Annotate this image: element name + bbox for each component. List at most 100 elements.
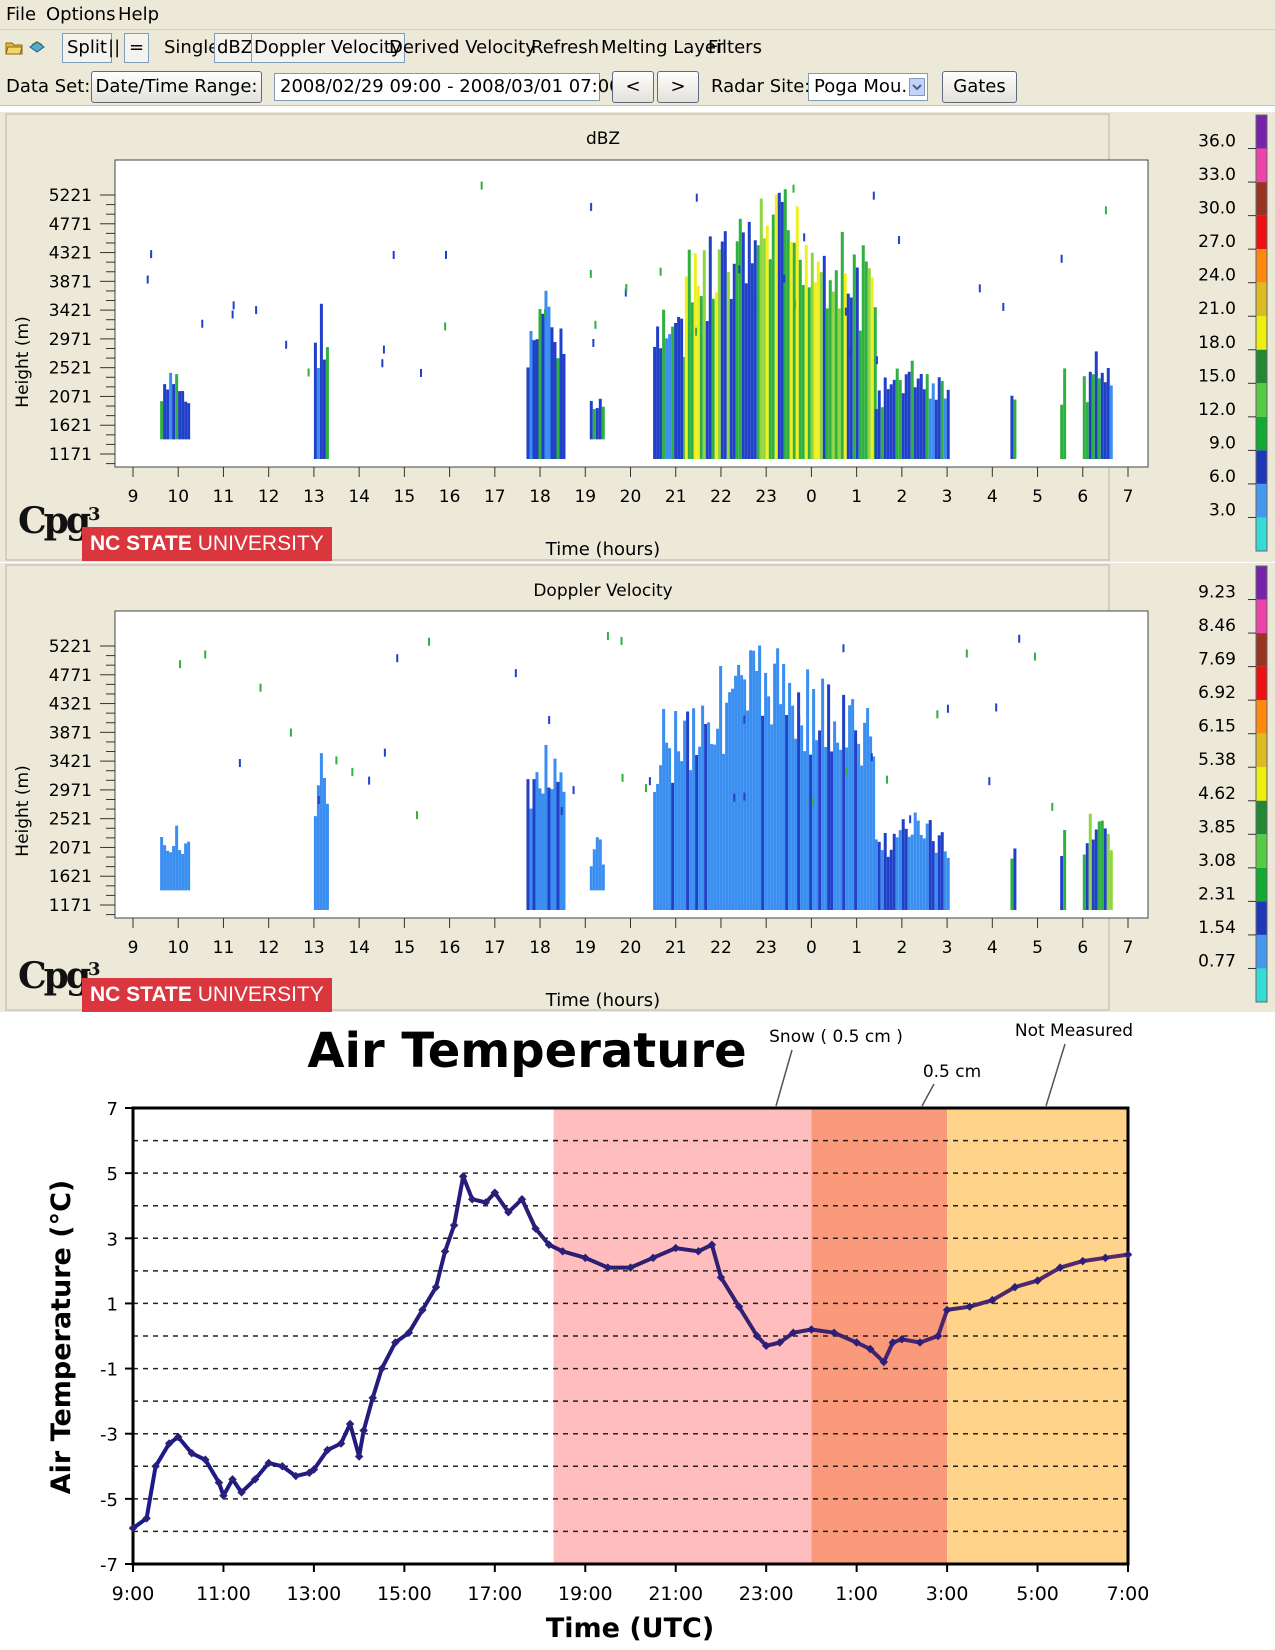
echo-column bbox=[873, 307, 877, 459]
y-tick-label: 3421 bbox=[49, 301, 92, 321]
menu-file[interactable]: File bbox=[6, 4, 37, 25]
echo-column bbox=[898, 380, 902, 459]
previous-button[interactable]: < bbox=[612, 71, 654, 103]
echo-column bbox=[696, 285, 700, 459]
derived-velocity-button[interactable]: Derived Velocity bbox=[389, 37, 536, 58]
echo-period bbox=[1010, 395, 1017, 459]
layers-icon[interactable] bbox=[28, 38, 46, 56]
dbz-button[interactable]: dBZ bbox=[214, 33, 257, 63]
echo-column bbox=[815, 740, 819, 910]
echo-column bbox=[692, 708, 696, 910]
y-tick-label: 2071 bbox=[49, 838, 92, 858]
dbz-x-axis-label: Time (hours) bbox=[545, 539, 660, 560]
echo-speckle bbox=[845, 767, 848, 776]
precip-band bbox=[553, 1108, 812, 1564]
gates-button[interactable]: Gates bbox=[942, 71, 1017, 103]
echo-column bbox=[711, 298, 715, 459]
dbz-colorbar: 36.0 33.0 30.0 27.0 24.0 21.0 18.0 15.0 12.0 9.0 6… bbox=[1198, 114, 1268, 552]
echo-column bbox=[855, 267, 859, 459]
echo-column bbox=[880, 407, 884, 459]
temperature-point bbox=[490, 1188, 500, 1197]
echo-column bbox=[313, 816, 317, 910]
echo-column bbox=[762, 238, 766, 459]
echo-speckle bbox=[803, 233, 806, 242]
echo-speckle bbox=[606, 632, 609, 641]
chevron-down-icon[interactable] bbox=[909, 78, 925, 96]
echo-speckle bbox=[1018, 634, 1021, 643]
echo-column bbox=[671, 782, 675, 910]
filters-button[interactable]: Filters bbox=[708, 37, 762, 58]
x-tick-label: 7 bbox=[1123, 487, 1134, 507]
echo-column bbox=[765, 225, 769, 459]
echo-column bbox=[934, 852, 938, 910]
echo-speckle bbox=[259, 683, 262, 692]
echo-column bbox=[931, 841, 935, 910]
echo-column bbox=[928, 398, 932, 459]
echo-column bbox=[843, 273, 847, 459]
echo-column bbox=[869, 736, 873, 910]
echo-column bbox=[750, 263, 754, 459]
echo-column bbox=[1097, 378, 1101, 459]
open-folder-icon[interactable] bbox=[5, 38, 23, 56]
vertical-split-button[interactable]: || bbox=[108, 37, 121, 58]
echo-column bbox=[895, 837, 899, 910]
echo-period bbox=[160, 372, 191, 440]
menu-help[interactable]: Help bbox=[118, 4, 160, 25]
melting-layer-button[interactable]: Melting Layer bbox=[601, 37, 724, 58]
echo-column bbox=[791, 705, 795, 910]
x-tick-label: 21:00 bbox=[648, 1583, 703, 1605]
radar-site-select[interactable]: Poga Mou... bbox=[808, 73, 928, 101]
x-tick-label: 15:00 bbox=[377, 1583, 432, 1605]
echo-column bbox=[541, 793, 545, 910]
horizontal-split-button[interactable]: = bbox=[124, 33, 150, 63]
echo-column bbox=[910, 360, 914, 459]
echo-column bbox=[710, 744, 714, 910]
dbz-panel: dBZ 5221 4771 4321 3871 3421 2971 2521 2071 1621… bbox=[0, 112, 1275, 562]
echo-column bbox=[532, 779, 536, 910]
echo-column bbox=[809, 754, 813, 910]
echo-column bbox=[319, 753, 323, 910]
menu-options[interactable]: Options bbox=[46, 4, 116, 25]
echo-column bbox=[547, 787, 551, 910]
x-tick-label: 17 bbox=[484, 487, 506, 507]
doppler-velocity-button[interactable]: Doppler Velocity bbox=[251, 33, 405, 63]
echo-speckle bbox=[514, 669, 517, 678]
echo-column bbox=[774, 194, 778, 459]
dbz-plot-frame bbox=[114, 159, 1149, 468]
echo-column bbox=[770, 724, 774, 910]
echo-column bbox=[1085, 843, 1089, 910]
echo-speckle bbox=[995, 703, 998, 712]
date-range-field[interactable]: 2008/02/29 09:00 - 2008/03/01 07:00 bbox=[274, 73, 621, 101]
temperature-point bbox=[829, 1328, 839, 1337]
cpg-logo: Cpg3 bbox=[18, 500, 100, 542]
echo-column bbox=[181, 391, 185, 440]
echo-column bbox=[816, 261, 820, 459]
echo-column bbox=[1106, 368, 1110, 459]
refresh-button[interactable]: Refresh bbox=[531, 37, 599, 58]
single-button[interactable]: Single bbox=[164, 37, 220, 58]
echo-column bbox=[741, 232, 745, 459]
echo-column bbox=[559, 772, 563, 910]
echo-column bbox=[550, 327, 554, 459]
date-time-range-button[interactable]: Date/Time Range: bbox=[91, 71, 262, 103]
echo-column bbox=[794, 738, 798, 910]
echo-column bbox=[934, 399, 938, 459]
echo-speckle bbox=[590, 202, 593, 211]
echo-column bbox=[656, 783, 660, 910]
echo-speckle bbox=[307, 368, 310, 377]
echo-column bbox=[538, 309, 542, 459]
echo-column bbox=[175, 374, 179, 440]
temperature-point bbox=[354, 1452, 364, 1461]
split-button[interactable]: Split bbox=[62, 33, 112, 63]
echo-column bbox=[665, 742, 669, 910]
echo-column bbox=[874, 409, 878, 459]
echo-column bbox=[834, 270, 838, 459]
echo-period bbox=[160, 825, 191, 891]
echo-column bbox=[1082, 854, 1086, 910]
echo-speckle bbox=[1033, 652, 1036, 661]
next-button[interactable]: > bbox=[657, 71, 699, 103]
x-tick-label: 3 bbox=[942, 938, 953, 958]
doppler-chart: Doppler Velocity 52214771432138713421297… bbox=[5, 564, 1268, 1011]
echo-speckle bbox=[885, 775, 888, 784]
dataset-bar: Data Set: Date/Time Range: 2008/02/29 09… bbox=[0, 66, 1275, 106]
